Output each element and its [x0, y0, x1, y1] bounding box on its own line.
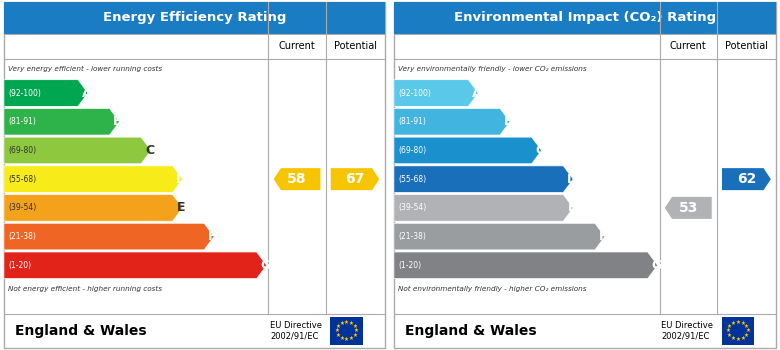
Polygon shape — [330, 168, 380, 191]
Text: Current: Current — [278, 41, 315, 51]
Text: G: G — [651, 259, 661, 272]
Polygon shape — [394, 252, 658, 279]
Text: (55-68): (55-68) — [9, 175, 37, 184]
Polygon shape — [273, 168, 321, 191]
Text: (39-54): (39-54) — [9, 203, 37, 212]
Text: Potential: Potential — [334, 41, 377, 51]
Bar — [394, 2, 776, 34]
Text: B: B — [504, 115, 513, 128]
Polygon shape — [722, 168, 771, 191]
Text: A: A — [472, 86, 481, 99]
Text: Not energy efficient - higher running costs: Not energy efficient - higher running co… — [8, 286, 161, 292]
Text: ★: ★ — [339, 321, 344, 326]
Text: ★: ★ — [736, 337, 740, 342]
Text: ★: ★ — [736, 320, 740, 324]
Polygon shape — [4, 166, 183, 193]
Text: ★: ★ — [353, 324, 357, 329]
Text: England & Wales: England & Wales — [406, 324, 537, 338]
Polygon shape — [4, 252, 267, 279]
Text: Potential: Potential — [725, 41, 768, 51]
Polygon shape — [4, 195, 183, 221]
Text: E: E — [568, 201, 576, 214]
Text: E: E — [177, 201, 186, 214]
Text: (81-91): (81-91) — [9, 117, 37, 126]
Polygon shape — [394, 108, 510, 135]
Text: EU Directive
2002/91/EC: EU Directive 2002/91/EC — [271, 321, 322, 341]
Text: A: A — [82, 86, 91, 99]
Text: ★: ★ — [744, 324, 749, 329]
Text: ★: ★ — [731, 321, 736, 326]
Text: (1-20): (1-20) — [399, 261, 422, 270]
Bar — [330, 317, 363, 345]
Text: ★: ★ — [744, 333, 749, 338]
Polygon shape — [394, 80, 478, 106]
Text: ★: ★ — [335, 324, 341, 329]
Text: ★: ★ — [344, 320, 349, 324]
Text: B: B — [113, 115, 122, 128]
Polygon shape — [4, 80, 88, 106]
Text: ★: ★ — [727, 324, 732, 329]
Text: (69-80): (69-80) — [9, 146, 37, 155]
Text: (81-91): (81-91) — [399, 117, 427, 126]
Text: ★: ★ — [353, 333, 357, 338]
Text: (69-80): (69-80) — [399, 146, 427, 155]
Text: D: D — [176, 173, 186, 186]
Text: ★: ★ — [740, 321, 745, 326]
Text: (21-38): (21-38) — [9, 232, 37, 241]
Text: D: D — [566, 173, 577, 186]
Text: ★: ★ — [349, 321, 354, 326]
Text: G: G — [260, 259, 270, 272]
Polygon shape — [4, 137, 151, 164]
Text: England & Wales: England & Wales — [16, 324, 147, 338]
Text: ★: ★ — [349, 336, 354, 341]
Text: (92-100): (92-100) — [9, 89, 41, 98]
Polygon shape — [4, 108, 119, 135]
Text: (92-100): (92-100) — [399, 89, 431, 98]
Text: Environmental Impact (CO₂) Rating: Environmental Impact (CO₂) Rating — [454, 11, 716, 24]
Text: ★: ★ — [335, 328, 339, 334]
Text: ★: ★ — [339, 336, 344, 341]
Bar — [722, 317, 754, 345]
Text: Not environmentally friendly - higher CO₂ emissions: Not environmentally friendly - higher CO… — [398, 286, 587, 292]
Text: ★: ★ — [727, 333, 732, 338]
Text: Very energy efficient - lower running costs: Very energy efficient - lower running co… — [8, 65, 161, 72]
Polygon shape — [394, 166, 573, 193]
Text: C: C — [145, 144, 154, 157]
Text: 58: 58 — [287, 172, 307, 186]
Text: ★: ★ — [354, 328, 359, 334]
Text: (55-68): (55-68) — [399, 175, 427, 184]
Polygon shape — [394, 137, 541, 164]
Text: ★: ★ — [740, 336, 745, 341]
Text: ★: ★ — [745, 328, 750, 334]
Text: (21-38): (21-38) — [399, 232, 427, 241]
Text: ★: ★ — [725, 328, 731, 334]
Text: ★: ★ — [335, 333, 341, 338]
Polygon shape — [394, 195, 573, 221]
Text: (39-54): (39-54) — [399, 203, 427, 212]
Text: ★: ★ — [731, 336, 736, 341]
Text: 67: 67 — [346, 172, 365, 186]
Text: F: F — [599, 230, 608, 243]
Text: EU Directive
2002/91/EC: EU Directive 2002/91/EC — [661, 321, 714, 341]
Text: ★: ★ — [344, 337, 349, 342]
Bar — [4, 2, 385, 34]
Polygon shape — [394, 223, 604, 250]
Text: Energy Efficiency Rating: Energy Efficiency Rating — [102, 11, 286, 24]
Text: Current: Current — [670, 41, 707, 51]
Polygon shape — [4, 223, 214, 250]
Text: F: F — [208, 230, 217, 243]
Text: 62: 62 — [737, 172, 756, 186]
Polygon shape — [664, 196, 712, 219]
Text: Very environmentally friendly - lower CO₂ emissions: Very environmentally friendly - lower CO… — [398, 65, 587, 72]
Text: 53: 53 — [679, 201, 698, 215]
Text: (1-20): (1-20) — [9, 261, 32, 270]
Text: C: C — [536, 144, 544, 157]
